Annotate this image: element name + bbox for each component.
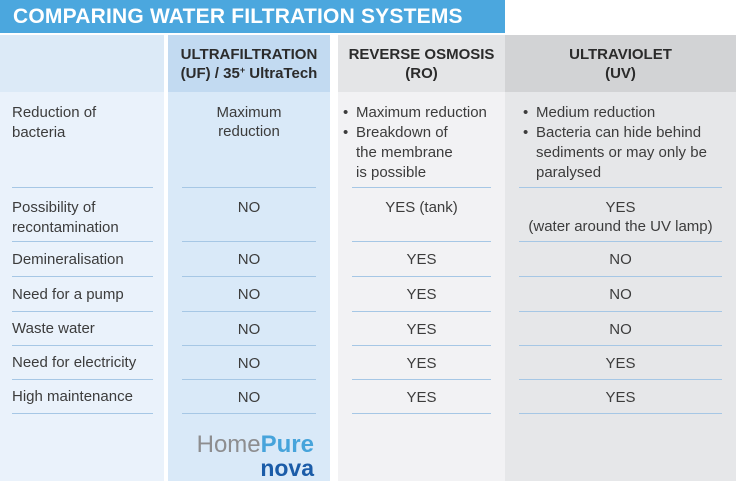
uf-header-superscript-plus: + <box>239 65 246 75</box>
column-header-ultraviolet: ULTRAVIOLET (UV) <box>505 35 736 92</box>
row-label-demineralisation: Demineralisation <box>0 242 164 277</box>
list-item: • Breakdown of the membrane is possible <box>343 123 503 183</box>
logo-home-text: Home <box>196 431 261 458</box>
ro-header-line1: REVERSE OSMOSIS <box>348 46 495 63</box>
column-header-ultrafiltration: ULTRAFILTRATION (UF) / 35+ UltraTech <box>168 35 330 92</box>
cell-uf-reduction-of-bacteria: Maximum reduction <box>168 92 330 188</box>
cell-uv-recontamination: YES (water around the UV lamp) <box>505 188 736 242</box>
cell-uv-demineralisation: NO <box>505 242 736 277</box>
uf-header-line2-suffix: UltraTech <box>245 65 318 82</box>
logo-nova-text: nova <box>260 455 314 481</box>
bullet-icon: • <box>343 104 349 121</box>
cell-ro-recontamination: YES (tank) <box>338 188 505 242</box>
comparison-table: ULTRAFILTRATION (UF) / 35+ UltraTech REV… <box>0 35 736 481</box>
homepure-nova-logo: HomePure nova <box>168 414 330 481</box>
cell-uf-pump: NO <box>168 277 330 312</box>
row-label-need-for-a-pump: Need for a pump <box>0 277 164 312</box>
cell-ro-maintenance: YES <box>338 380 505 414</box>
row-label-waste-water: Waste water <box>0 312 164 346</box>
list-item: • Medium reduction <box>523 103 732 123</box>
bullet-icon: • <box>523 104 529 121</box>
title-banner: COMPARING WATER FILTRATION SYSTEMS <box>0 0 505 33</box>
cell-uf-electricity: NO <box>168 346 330 380</box>
bullet-text: Medium reduction <box>536 104 656 121</box>
row-label-reduction-of-bacteria: Reduction of bacteria <box>0 92 164 188</box>
cell-uf-waste-water: NO <box>168 312 330 346</box>
bullet-text: Bacteria can hide behind sediments or ma… <box>536 124 707 181</box>
cell-uv-reduction-of-bacteria: • Medium reduction • Bacteria can hide beh… <box>505 92 736 188</box>
cell-uf-maintenance: NO <box>168 380 330 414</box>
cell-ro-waste-water: YES <box>338 312 505 346</box>
uf-header-line2: (UF) / 35+ UltraTech <box>168 64 330 85</box>
list-item: • Bacteria can hide behind sediments or m… <box>523 123 732 183</box>
cell-uf-demineralisation: NO <box>168 242 330 277</box>
footer-cell-blank <box>505 414 736 481</box>
column-header-blank <box>0 35 164 92</box>
cell-uf-recontamination: NO <box>168 188 330 242</box>
column-header-reverse-osmosis: REVERSE OSMOSIS (RO) <box>338 35 505 92</box>
cell-uv-maintenance: YES <box>505 380 736 414</box>
cell-ro-electricity: YES <box>338 346 505 380</box>
footer-cell-blank <box>0 414 164 481</box>
footer-cell-blank <box>338 414 505 481</box>
logo-pure-text: Pure <box>260 431 314 458</box>
row-label-possibility-of-recontamination: Possibility of recontamination <box>0 188 164 242</box>
cell-ro-reduction-of-bacteria: • Maximum reduction • Breakdown of the mem… <box>338 92 505 188</box>
cell-uv-pump: NO <box>505 277 736 312</box>
uf-header-line1: ULTRAFILTRATION <box>180 46 318 63</box>
bullet-text: Maximum reduction <box>356 104 487 121</box>
uv-header-line1: ULTRAVIOLET <box>569 46 672 63</box>
bullet-icon: • <box>343 124 349 141</box>
cell-ro-pump: YES <box>338 277 505 312</box>
logo-line1: HomePure <box>168 432 314 457</box>
bullet-text: Breakdown of the membrane is possible <box>356 124 453 181</box>
row-label-high-maintenance: High maintenance <box>0 380 164 414</box>
bullet-icon: • <box>523 124 529 141</box>
cell-uv-electricity: YES <box>505 346 736 380</box>
uv-header-line2: (UV) <box>605 65 636 82</box>
cell-ro-demineralisation: YES <box>338 242 505 277</box>
list-item: • Maximum reduction <box>343 103 503 123</box>
cell-uv-waste-water: NO <box>505 312 736 346</box>
ro-header-line2: (RO) <box>405 65 438 82</box>
uf-header-line2-prefix: (UF) / 35 <box>180 65 240 82</box>
row-label-need-for-electricity: Need for electricity <box>0 346 164 380</box>
